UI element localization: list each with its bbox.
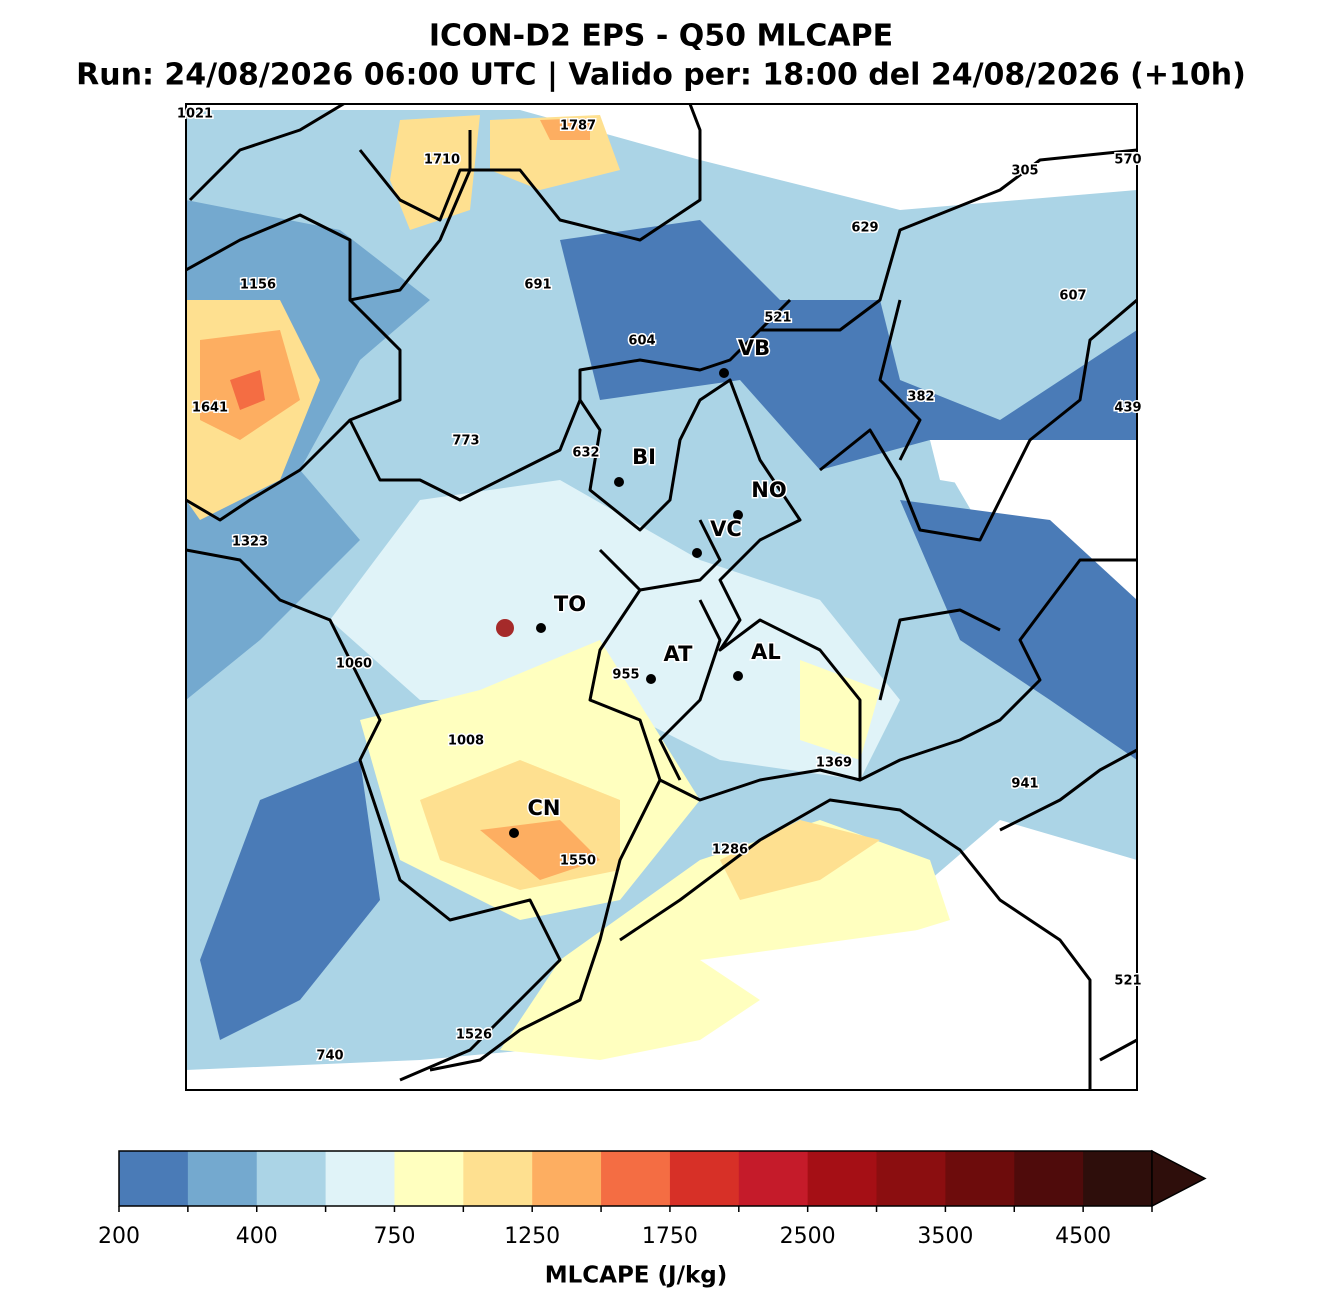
cape-label: 941 xyxy=(1011,777,1038,792)
city-label: AT xyxy=(664,642,694,666)
colorbar-box xyxy=(1014,1151,1084,1206)
borders xyxy=(186,104,1137,1090)
cape-label: 382 xyxy=(907,390,934,405)
colorbar-tick-label: 750 xyxy=(373,1224,415,1249)
colorbar-box xyxy=(325,1151,395,1206)
cape-label: 1641 xyxy=(192,401,228,416)
cape-label: 1787 xyxy=(560,119,596,134)
cape-label: 305 xyxy=(1011,164,1038,179)
cape-label: 1286 xyxy=(712,843,748,858)
colorbar-box xyxy=(256,1151,327,1206)
colorbar-tick-label: 1250 xyxy=(504,1224,560,1249)
colorbar-box xyxy=(394,1151,464,1206)
cape-label: 691 xyxy=(524,278,551,293)
colorbar-box xyxy=(876,1151,946,1206)
colorbar-box xyxy=(119,1151,189,1206)
cape-label: 439 xyxy=(1114,401,1141,416)
colorbar-box xyxy=(738,1151,809,1206)
colorbar-tick-label: 4500 xyxy=(1055,1224,1111,1249)
cape-label: 570 xyxy=(1114,153,1141,168)
cape-label: 604 xyxy=(628,334,655,349)
colorbar-box xyxy=(463,1151,533,1206)
colorbar-tick-label: 2500 xyxy=(780,1224,836,1249)
colorbar-box xyxy=(669,1151,740,1206)
city-label: NO xyxy=(751,478,786,502)
colorbar-label: MLCAPE (J/kg) xyxy=(545,1263,728,1289)
location-marker xyxy=(496,619,514,637)
city-dot xyxy=(733,510,743,520)
city-dot xyxy=(536,623,546,633)
colorbar-tick-label: 1750 xyxy=(642,1224,698,1249)
cape-label: 1323 xyxy=(232,535,268,550)
cape-label: 1526 xyxy=(456,1028,492,1043)
city-dot xyxy=(692,548,702,558)
title: ICON-D2 EPS - Q50 MLCAPE xyxy=(429,19,893,54)
colorbar-extend xyxy=(1151,1149,1207,1208)
colorbar-box xyxy=(945,1151,1015,1206)
cape-label: 1008 xyxy=(448,734,484,749)
subtitle: Run: 24/08/2026 06:00 UTC | Valido per: … xyxy=(76,58,1246,93)
colorbar-box xyxy=(807,1151,878,1206)
city-dot xyxy=(733,671,743,681)
city-dot xyxy=(509,828,519,838)
cape-label: 629 xyxy=(851,221,878,236)
city-label: VC xyxy=(710,517,742,541)
colorbar-tick-label: 400 xyxy=(236,1224,278,1249)
cape-label: 1021 xyxy=(177,107,213,122)
cape-label: 521 xyxy=(764,311,791,326)
cape-label: 521 xyxy=(1114,974,1141,989)
cape-label: 1369 xyxy=(816,756,852,771)
colorbar-box xyxy=(601,1151,671,1206)
city-label: BI xyxy=(632,445,656,469)
cape-label: 1710 xyxy=(424,153,460,168)
cape-label: 1156 xyxy=(240,278,276,293)
city-label: CN xyxy=(528,796,561,820)
cape-field xyxy=(186,104,1137,1090)
colorbar-box xyxy=(1083,1151,1153,1206)
city-label: TO xyxy=(554,592,586,616)
colorbar-tick-label: 3500 xyxy=(917,1224,973,1249)
map-frame xyxy=(185,103,1138,1091)
cape-label: 740 xyxy=(316,1049,343,1064)
city-dot xyxy=(719,368,729,378)
city-label: AL xyxy=(751,640,781,664)
colorbar-tick-label: 200 xyxy=(98,1224,140,1249)
city-label: VB xyxy=(738,336,770,360)
cape-label: 1550 xyxy=(560,854,596,869)
colorbar-box xyxy=(187,1151,258,1206)
colorbar-box xyxy=(532,1151,602,1206)
city-dot xyxy=(614,477,624,487)
cape-label: 632 xyxy=(572,446,599,461)
city-dot xyxy=(646,674,656,684)
cape-label: 955 xyxy=(612,668,639,683)
cape-label: 607 xyxy=(1059,289,1086,304)
cape-label: 1060 xyxy=(336,657,372,672)
cape-label: 773 xyxy=(452,434,479,449)
